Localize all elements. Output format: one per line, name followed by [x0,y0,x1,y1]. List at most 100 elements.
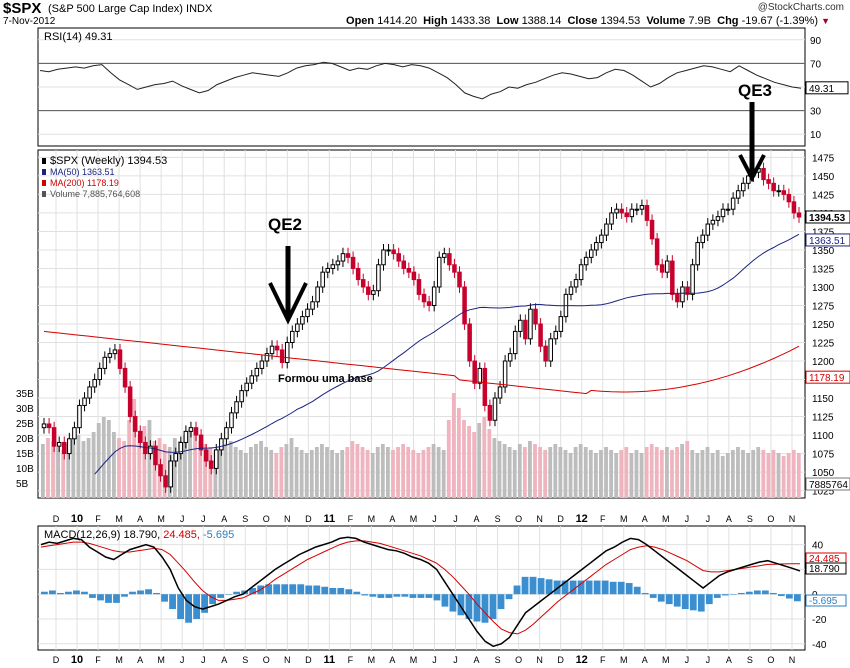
volume-bar [695,453,700,498]
candle-body [203,449,209,462]
macd-histogram-bar [729,594,737,595]
candle-body [371,290,376,295]
macd-histogram-bar [153,592,160,595]
candle-body [725,208,731,211]
price-value-label: 1363.51 [809,236,846,247]
volume-tick-label: 30B [16,404,34,415]
macd-x-month-label: F [600,655,606,665]
candle-body [138,430,143,443]
volume-bar [675,447,679,498]
volume-bar [685,441,690,498]
change-value: -19.67 (-1.39%) [741,15,819,27]
macd-histogram-bar [161,594,168,602]
macd-value-label: -5.695 [809,596,838,607]
candle-body [117,349,123,369]
candle-body [290,330,295,344]
macd-histogram-bar [553,580,561,595]
candle-body [538,323,543,347]
volume-bar [715,450,720,498]
candle-body [386,249,391,252]
volume-bar [786,453,791,498]
rsi-tick-label: 70 [810,59,822,70]
macd-x-month-label: J [432,655,437,665]
volume-bar [487,429,492,498]
volume-bar [426,447,431,498]
volume-bar [670,450,674,498]
macd-x-month-label: 11 [324,654,336,666]
candle-body [791,201,797,214]
price-x-month-label: M [620,514,628,524]
macd-histogram-bar [57,592,64,595]
volume-bar [380,444,385,498]
macd-histogram-bar [201,594,209,613]
price-value-box [805,210,850,224]
candle-body [315,286,320,303]
volume-bar [492,438,497,498]
price-legend-entry: MA(200) 1178.19 [50,178,119,188]
volume-bar [730,450,735,498]
macd-histogram-bar [785,594,793,599]
volume-bar [76,435,81,498]
candle-body [533,308,538,325]
volume-bar [228,441,233,498]
macd-histogram-bar [225,594,233,595]
volume-bar [243,453,248,498]
candle-body [259,360,265,369]
candle-body [462,286,467,325]
candle-body [492,397,498,421]
macd-x-month-label: 10 [71,654,83,666]
price-tick-label: 1275 [812,301,835,312]
volume-bar [401,444,406,498]
price-x-month-label: D [53,514,60,524]
volume-bar [61,450,66,498]
candle-body [624,212,629,218]
volume-bar [472,432,477,498]
price-legend-entry: Volume 7,885,764,608 [50,189,140,199]
volume-bar [127,420,132,498]
candle-body [639,205,645,210]
price-tick-label: 1050 [812,468,835,479]
high-value: 1433.38 [450,15,491,27]
volume-bar [177,441,182,498]
macd-legend-part: 18.790, [123,529,163,541]
macd-histogram-bar [713,594,721,598]
price-x-month-label: J [706,514,711,524]
price-tick-label: 1125 [812,413,834,424]
volume-bar [355,444,360,498]
volume-bar [188,429,192,498]
macd-histogram-bar [489,594,497,619]
macd-histogram-bar [305,585,313,595]
macd-x-month-label: M [368,655,376,665]
macd-histogram-bar [129,591,136,595]
volume-bar [705,447,710,498]
price-x-month-label: O [515,514,522,524]
volume-bar [700,450,705,498]
candle-body [310,301,315,310]
macd-histogram-bar [449,594,457,612]
volume-bar [330,450,334,498]
macd-x-month-label: N [789,655,796,665]
candle-body [193,427,199,436]
macd-histogram-bar [529,576,537,595]
macd-x-month-label: A [389,655,395,665]
price-x-month-label: A [642,514,648,524]
candle-body [715,216,721,221]
macd-histogram-bar [249,588,257,595]
price-x-month-label: A [137,514,143,524]
index-name: (S&P 500 Large Cap Index) INDX [48,3,212,15]
macd-x-month-label: J [706,655,711,665]
macd-histogram-bar [457,594,465,616]
candle-body [411,271,417,281]
price-x-month-label: A [726,514,732,524]
macd-histogram-bar [377,594,385,598]
candle-body [355,267,361,281]
price-tick-label: 1200 [812,357,835,368]
macd-histogram-bar [209,594,217,605]
price-x-month-label: D [305,514,312,524]
macd-histogram-bar [697,594,705,612]
volume-bar [208,447,213,498]
volume-bar [385,447,390,498]
price-x-month-label: J [432,514,437,524]
candle-body [528,308,533,340]
candle-body [168,460,173,488]
